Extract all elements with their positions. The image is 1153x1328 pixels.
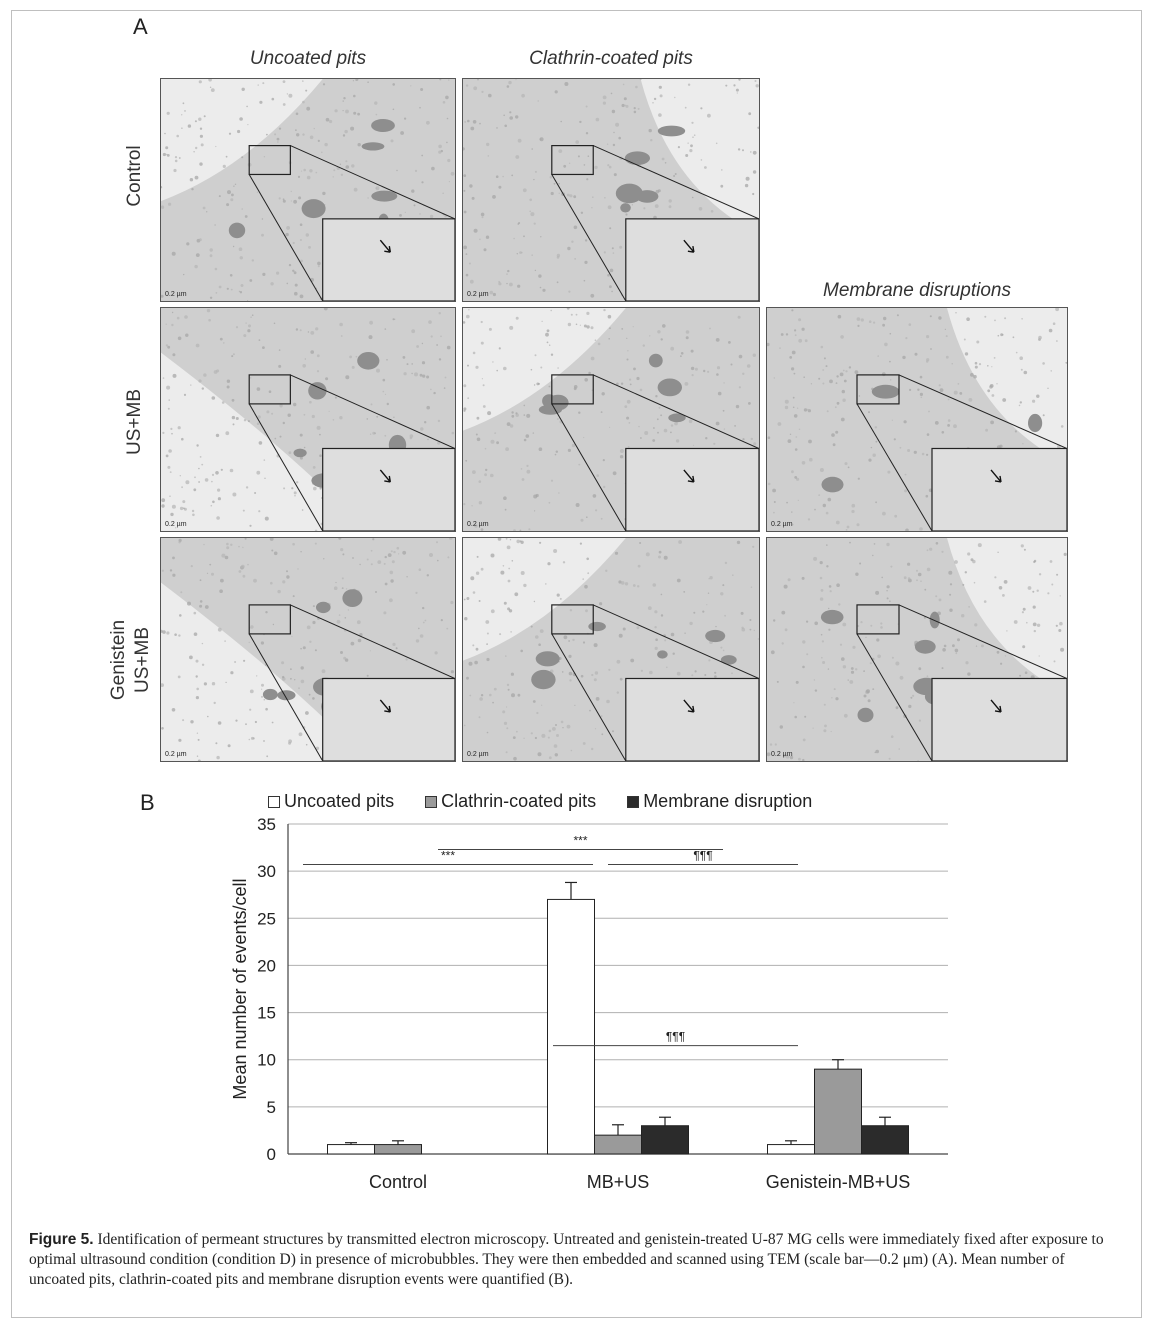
scale-bar-label: 0.2 µm [165,751,187,758]
legend-label-membrane: Membrane disruption [643,791,813,811]
row-label-control-text: Control [124,145,145,207]
y-tick-label: 30 [257,862,276,881]
scale-bar-label: 0.2 µm [467,751,489,758]
column-header-uncoated: Uncoated pits [249,48,367,69]
significance-label: *** [573,833,587,847]
legend-label-uncoated: Uncoated pits [284,791,395,811]
scale-bar-label: 0.2 µm [165,521,187,528]
panel-b-letter: B [140,790,155,815]
micrograph-image [463,308,759,531]
row-label-genistein: Genistein US+MB [107,585,155,735]
micrograph-image [463,79,759,301]
scale-bar-label: 0.2 µm [771,521,793,528]
column-header-membrane: Membrane disruptions [823,280,1011,301]
bar-0-1 [547,898,595,1155]
column-header-clathrin: Clathrin-coated pits [529,48,693,69]
tem-usmb-membrane: 0.2 µm [766,307,1068,532]
micrograph-image [161,538,455,761]
y-tick-label: 20 [257,956,276,975]
scale-bar-label: 0.2 µm [771,751,793,758]
bar-0-2 [767,1144,815,1155]
bar-1-1 [594,1134,642,1155]
tem-usmb-clathrin: 0.2 µm [462,307,760,532]
scale-bar-label: 0.2 µm [467,521,489,528]
tem-genistein-uncoated: 0.2 µm [160,537,456,762]
micrograph-image [463,538,759,761]
legend-swatch-membrane [627,796,640,809]
bar-2-2 [861,1125,909,1155]
y-tick-label: 0 [267,1145,276,1164]
y-tick-label: 15 [257,1004,276,1023]
micrograph-image [767,538,1067,761]
micrograph-image [161,308,455,531]
row-label-genistein-line1: Genistein [108,619,129,701]
micrograph-image [767,308,1067,531]
tem-control-uncoated: 0.2 µm [160,78,456,302]
micrograph-image [161,79,455,301]
tem-genistein-clathrin: 0.2 µm [462,537,760,762]
y-tick-label: 35 [257,815,276,834]
tem-control-clathrin: 0.2 µm [462,78,760,302]
x-tick-label: MB+US [587,1172,650,1192]
figure-caption: Figure 5. Identification of permeant str… [29,1230,1124,1290]
legend-label-clathrin: Clathrin-coated pits [441,791,597,811]
scale-bar-label: 0.2 µm [467,291,489,298]
legend-item-membrane: Membrane disruption [627,791,812,811]
significance-label: *** [441,849,455,863]
caption-text: Identification of permeant structures by… [29,1231,1104,1288]
tem-usmb-uncoated: 0.2 µm [160,307,456,532]
y-tick-label: 10 [257,1051,276,1070]
bar-0-0 [327,1144,375,1155]
row-label-genistein-line2: US+MB [132,627,153,693]
x-tick-label: Genistein-MB+US [766,1172,911,1192]
significance-label: ¶¶¶ [693,849,712,863]
legend-swatch-clathrin [425,796,438,809]
significance-label: ¶¶¶ [666,1030,685,1044]
tem-genistein-membrane: 0.2 µm [766,537,1068,762]
chart-legend: Uncoated pits Clathrin-coated pits Membr… [268,791,838,812]
row-label-usmb: US+MB [124,352,148,492]
y-axis-label: Mean number of events/cell [230,878,250,1099]
row-label-usmb-text: US+MB [124,389,145,455]
row-label-control: Control [124,106,148,246]
legend-swatch-uncoated [268,796,280,809]
y-tick-label: 5 [267,1098,276,1117]
bar-1-0 [374,1144,422,1155]
bar-2-1 [641,1125,689,1155]
y-tick-label: 25 [257,909,276,928]
bar-chart: 0 5 10 15 20 25 30 35 Mean number of events/cell… [230,815,948,1192]
caption-label: Figure 5. [29,1231,94,1248]
scale-bar-label: 0.2 µm [165,291,187,298]
figure-frame [11,10,1142,1318]
legend-item-clathrin: Clathrin-coated pits [425,791,596,811]
bar-1-2 [814,1068,862,1155]
panel-a-letter: A [133,14,148,39]
x-tick-label: Control [369,1172,427,1192]
legend-item-uncoated: Uncoated pits [268,791,394,811]
